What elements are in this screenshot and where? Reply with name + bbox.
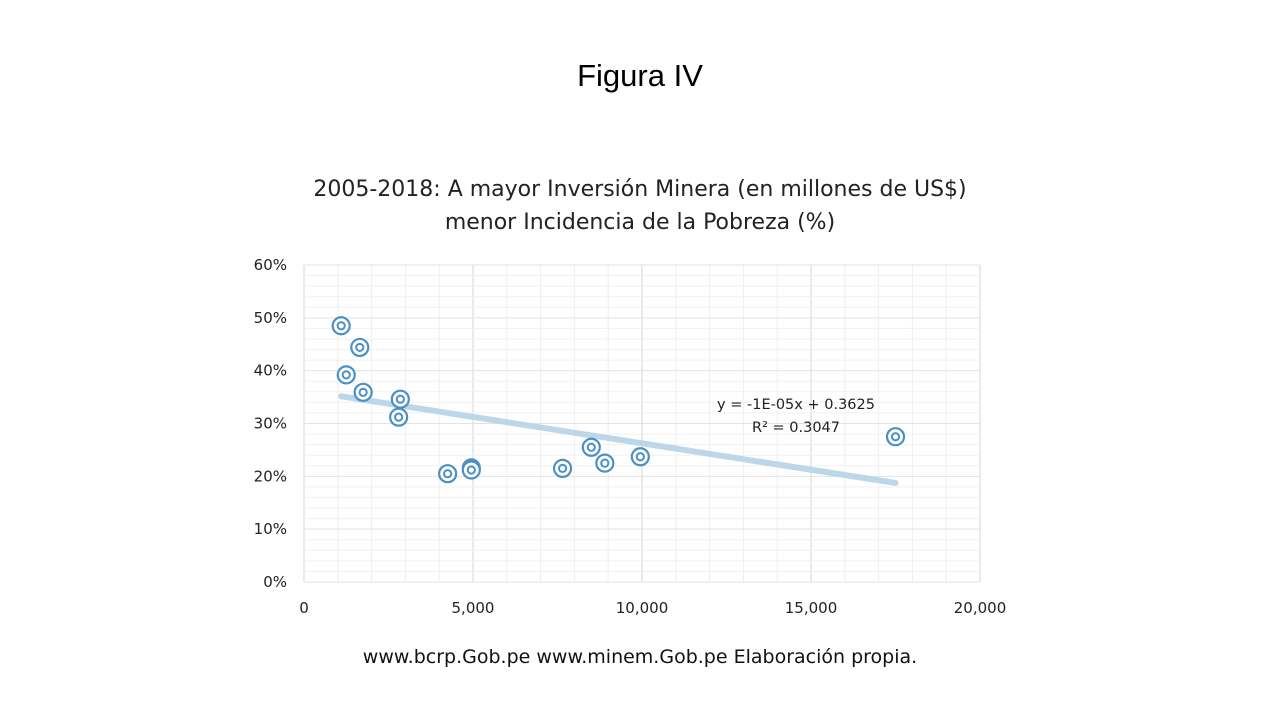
y-tick-label: 50% bbox=[254, 309, 287, 327]
slide-title: Figura IV bbox=[577, 58, 703, 93]
y-tick-label: 30% bbox=[254, 415, 287, 433]
chart-title: 2005-2018: A mayor Inversión Minera (en … bbox=[313, 177, 967, 235]
x-tick-label: 15,000 bbox=[785, 599, 838, 617]
trendline-group bbox=[338, 393, 899, 486]
data-points bbox=[331, 316, 906, 484]
x-tick-label: 5,000 bbox=[452, 599, 495, 617]
data-point-inner-ring bbox=[890, 432, 901, 442]
trendline-r-squared: R² = 0.3047 bbox=[752, 420, 840, 436]
data-point-inner-ring bbox=[557, 463, 568, 474]
x-tick-label: 10,000 bbox=[616, 599, 669, 617]
data-point-inner-ring bbox=[443, 469, 453, 479]
x-tick-label: 20,000 bbox=[954, 599, 1007, 617]
y-axis-ticks: 0% 10% 20% 30% 40% 50% 60% bbox=[254, 256, 287, 591]
y-tick-label: 20% bbox=[254, 467, 287, 485]
data-point-inner-ring bbox=[466, 465, 476, 475]
data-point bbox=[438, 464, 458, 484]
data-point-inner-ring bbox=[395, 394, 405, 404]
y-tick-label: 40% bbox=[254, 362, 287, 380]
y-tick-label: 10% bbox=[254, 520, 287, 538]
data-point bbox=[331, 316, 351, 336]
data-point bbox=[885, 427, 906, 447]
data-point-inner-ring bbox=[355, 342, 365, 353]
data-point-inner-ring bbox=[586, 442, 596, 452]
data-point bbox=[353, 382, 373, 402]
x-axis-ticks: 0 5,000 10,000 15,000 20,000 bbox=[299, 599, 1006, 617]
data-point bbox=[390, 389, 410, 409]
data-point-inner-ring bbox=[341, 370, 351, 380]
x-tick-label: 0 bbox=[299, 599, 309, 617]
data-point bbox=[552, 458, 573, 479]
data-point bbox=[350, 337, 370, 358]
y-tick-label: 0% bbox=[263, 573, 287, 591]
data-point-inner-ring bbox=[635, 452, 645, 462]
data-point-inner-ring bbox=[600, 458, 610, 468]
trendline-equation: y = -1E-05x + 0.3625 bbox=[717, 397, 875, 413]
trendline bbox=[338, 393, 899, 486]
data-point bbox=[461, 460, 481, 480]
data-point-inner-ring bbox=[336, 321, 346, 331]
data-point bbox=[595, 453, 615, 473]
data-point bbox=[336, 365, 356, 385]
y-tick-label: 60% bbox=[254, 256, 287, 274]
source-note: www.bcrp.Gob.pe www.minem.Gob.pe Elabora… bbox=[362, 646, 918, 668]
data-point bbox=[630, 447, 650, 467]
data-point bbox=[389, 407, 409, 427]
data-point bbox=[581, 437, 601, 457]
data-point-inner-ring bbox=[394, 412, 404, 422]
data-point-inner-ring bbox=[358, 387, 368, 397]
